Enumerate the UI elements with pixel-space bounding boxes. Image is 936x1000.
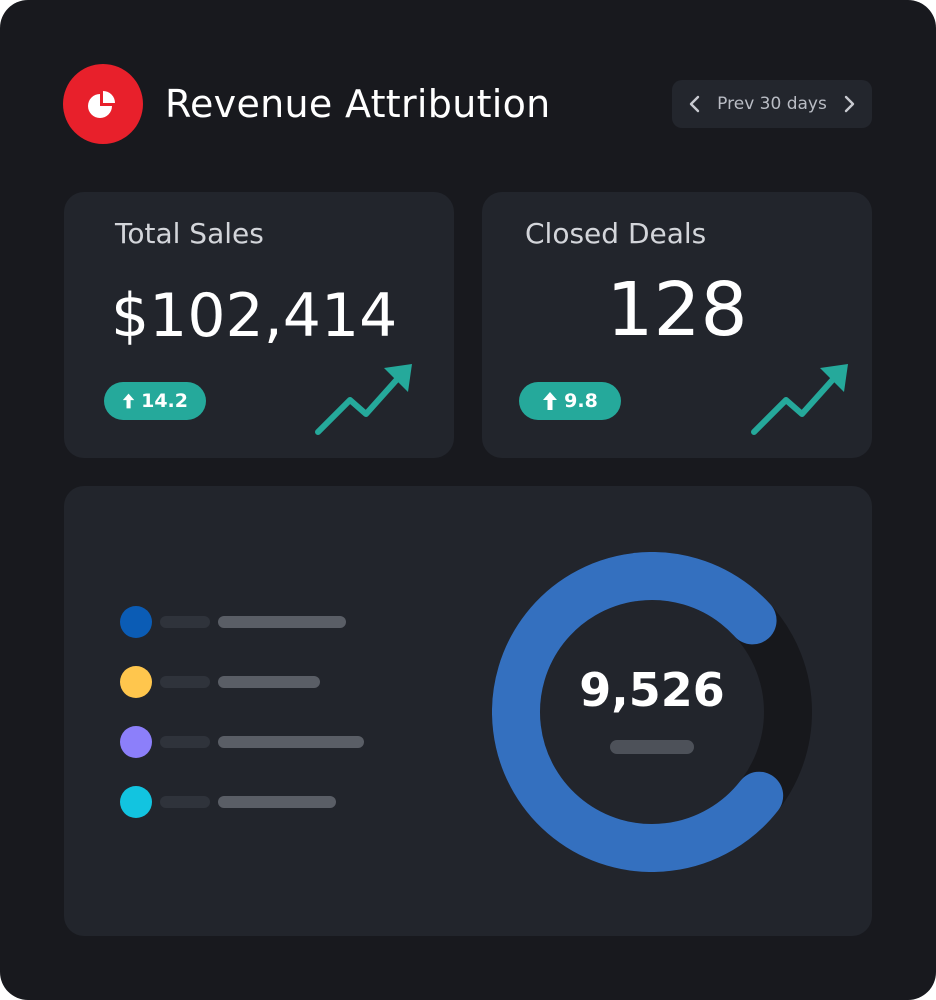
- chevron-left-icon[interactable]: [686, 95, 704, 113]
- closed-deals-card[interactable]: Closed Deals 128 9.8: [482, 192, 872, 458]
- arrow-up-icon: [543, 392, 558, 410]
- total-sales-value: $102,414: [111, 281, 398, 351]
- chevron-right-icon[interactable]: [840, 95, 858, 113]
- donut-label-placeholder: [610, 740, 694, 754]
- legend-dot: [120, 786, 152, 818]
- date-range-selector[interactable]: Prev 30 days: [672, 80, 872, 128]
- donut-arc: [492, 552, 812, 872]
- legend-placeholder-bar: [160, 736, 210, 748]
- legend-item: [120, 726, 364, 758]
- card-title: Total Sales: [115, 217, 264, 250]
- legend-placeholder-bar: [218, 796, 336, 808]
- legend-placeholder-bar: [218, 676, 320, 688]
- legend-placeholder-bar: [218, 736, 364, 748]
- arrow-up-icon: [122, 393, 135, 409]
- change-value: 9.8: [564, 390, 598, 412]
- donut-total: 9,526: [579, 663, 725, 717]
- legend-placeholder-bar: [218, 616, 346, 628]
- trend-up-icon: [751, 364, 848, 435]
- change-badge: 9.8: [519, 382, 621, 420]
- date-range-label[interactable]: Prev 30 days: [717, 94, 827, 114]
- legend-item: [120, 606, 346, 638]
- change-badge: 14.2: [104, 382, 206, 420]
- trend-up-icon: [315, 364, 412, 435]
- legend-placeholder-bar: [160, 796, 210, 808]
- card-title: Closed Deals: [525, 217, 707, 250]
- closed-deals-value: 128: [606, 267, 748, 353]
- breakdown-card: 9,526: [64, 486, 872, 936]
- legend-dot: [120, 606, 152, 638]
- donut-chart: [492, 552, 812, 872]
- legend-placeholder-bar: [160, 676, 210, 688]
- pie-chart-icon: [88, 91, 115, 118]
- page-title: Revenue Attribution: [165, 82, 551, 126]
- legend-dot: [120, 666, 152, 698]
- legend-dot: [120, 726, 152, 758]
- legend-placeholder-bar: [160, 616, 210, 628]
- total-sales-card[interactable]: Total Sales $102,414 14.2: [64, 192, 454, 458]
- change-value: 14.2: [141, 390, 188, 412]
- logo: [63, 64, 143, 144]
- legend-item: [120, 786, 336, 818]
- legend-item: [120, 666, 320, 698]
